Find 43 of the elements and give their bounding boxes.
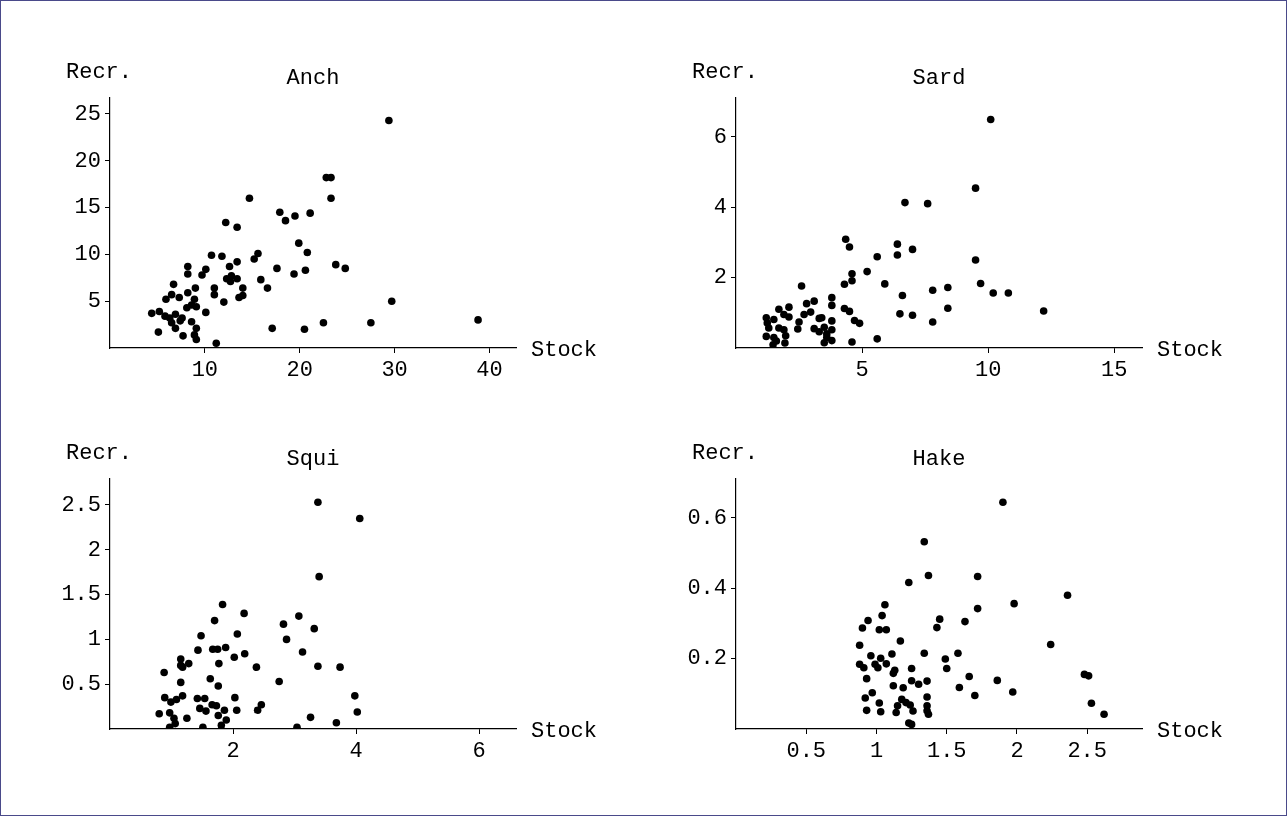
y-tick-label: 20 — [74, 148, 101, 174]
y-tick-label: 1 — [87, 627, 101, 653]
y-tick-label: 4 — [713, 194, 727, 220]
x-tick-label: 0.5 — [786, 739, 827, 765]
y-tick-label: 25 — [74, 101, 101, 127]
y-axis-title: Recr. — [692, 60, 759, 85]
x-axis-title: Stock — [531, 338, 598, 363]
y-tick-label: 1.5 — [61, 582, 101, 608]
y-tick-label: 2 — [713, 265, 727, 291]
y-tick-label: 0.2 — [687, 646, 727, 672]
y-tick-label: 0.6 — [687, 505, 727, 531]
chart-title: Squi — [286, 447, 340, 472]
y-axis-title: Recr. — [66, 60, 133, 85]
x-axis-title: Stock — [1157, 719, 1224, 744]
x-tick-label: 4 — [349, 739, 363, 765]
x-tick-label: 15 — [1101, 358, 1128, 384]
x-tick-label: 10 — [974, 358, 1002, 384]
y-tick-label: 2 — [87, 537, 101, 563]
y-tick-label: 10 — [74, 242, 101, 268]
y-tick-label: 2.5 — [61, 492, 101, 518]
y-tick-label: 5 — [87, 289, 101, 315]
x-tick-label: 20 — [286, 358, 313, 384]
x-tick-label: 5 — [855, 358, 869, 384]
x-tick-label: 30 — [381, 358, 408, 384]
chart-title: Sard — [912, 66, 966, 91]
y-tick-label: 15 — [74, 195, 101, 221]
x-tick-label: 2 — [226, 739, 240, 765]
x-tick-label: 1.5 — [926, 739, 967, 765]
x-axis-title: Stock — [531, 719, 598, 744]
chart-title: Anch — [286, 66, 340, 91]
x-tick-label: 1 — [869, 739, 884, 765]
y-tick-label: 6 — [713, 124, 727, 150]
x-tick-label: 6 — [472, 739, 486, 765]
y-tick-label: 0.5 — [61, 672, 101, 698]
y-axis-title: Recr. — [692, 441, 759, 466]
y-axis-title: Recr. — [66, 441, 133, 466]
x-tick-label: 10 — [191, 358, 219, 384]
y-tick-label: 0.4 — [687, 575, 727, 601]
x-tick-label: 40 — [476, 358, 503, 384]
chart-title: Hake — [912, 447, 966, 472]
x-tick-label: 2.5 — [1067, 739, 1108, 765]
x-axis-title: Stock — [1157, 338, 1224, 363]
x-tick-label: 2 — [1010, 739, 1024, 765]
